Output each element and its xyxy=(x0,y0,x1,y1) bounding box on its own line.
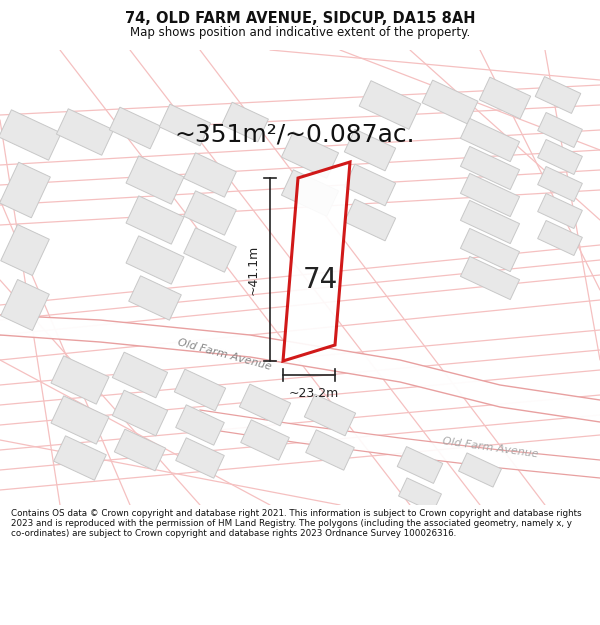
Polygon shape xyxy=(126,196,184,244)
Text: Old Farm Avenue: Old Farm Avenue xyxy=(177,338,273,372)
Polygon shape xyxy=(538,221,583,256)
Polygon shape xyxy=(538,166,583,201)
Polygon shape xyxy=(51,356,109,404)
Polygon shape xyxy=(1,224,49,276)
Polygon shape xyxy=(0,315,600,422)
Polygon shape xyxy=(184,228,236,272)
Polygon shape xyxy=(126,156,184,204)
Polygon shape xyxy=(175,369,226,411)
Polygon shape xyxy=(359,81,421,129)
Polygon shape xyxy=(460,118,520,162)
Polygon shape xyxy=(176,438,224,478)
Polygon shape xyxy=(460,201,520,244)
Text: ~23.2m: ~23.2m xyxy=(289,387,339,400)
Polygon shape xyxy=(56,109,113,155)
Polygon shape xyxy=(460,146,520,189)
Polygon shape xyxy=(51,396,109,444)
Polygon shape xyxy=(112,390,167,436)
Polygon shape xyxy=(535,77,581,113)
Text: Old Farm Avenue: Old Farm Avenue xyxy=(442,436,539,459)
Polygon shape xyxy=(305,430,355,470)
Polygon shape xyxy=(344,129,395,171)
Polygon shape xyxy=(115,429,166,471)
Polygon shape xyxy=(200,410,600,478)
Polygon shape xyxy=(184,191,236,235)
Text: 74: 74 xyxy=(302,266,338,294)
Text: ~351m²/~0.087ac.: ~351m²/~0.087ac. xyxy=(175,123,415,147)
Text: Contains OS data © Crown copyright and database right 2021. This information is : Contains OS data © Crown copyright and d… xyxy=(11,509,581,538)
Text: Map shows position and indicative extent of the property.: Map shows position and indicative extent… xyxy=(130,26,470,39)
Polygon shape xyxy=(283,162,350,361)
Polygon shape xyxy=(398,478,442,512)
Text: ~41.1m: ~41.1m xyxy=(247,244,260,294)
Polygon shape xyxy=(221,102,268,142)
Polygon shape xyxy=(538,112,583,148)
Polygon shape xyxy=(344,164,395,206)
Polygon shape xyxy=(109,107,161,149)
Polygon shape xyxy=(0,162,50,217)
Polygon shape xyxy=(397,447,443,483)
Polygon shape xyxy=(239,384,290,426)
Polygon shape xyxy=(479,77,530,119)
Polygon shape xyxy=(128,276,181,320)
Polygon shape xyxy=(281,132,338,178)
Polygon shape xyxy=(460,173,520,217)
Text: 74, OLD FARM AVENUE, SIDCUP, DA15 8AH: 74, OLD FARM AVENUE, SIDCUP, DA15 8AH xyxy=(125,11,475,26)
Polygon shape xyxy=(460,256,520,299)
Polygon shape xyxy=(184,152,236,198)
Polygon shape xyxy=(112,352,167,398)
Polygon shape xyxy=(176,405,224,445)
Polygon shape xyxy=(538,139,583,174)
Polygon shape xyxy=(160,104,211,146)
Polygon shape xyxy=(241,420,289,460)
Polygon shape xyxy=(53,436,106,480)
Polygon shape xyxy=(1,279,49,331)
Polygon shape xyxy=(458,453,502,487)
Polygon shape xyxy=(344,199,395,241)
Polygon shape xyxy=(0,110,61,160)
Polygon shape xyxy=(304,394,356,436)
Polygon shape xyxy=(460,228,520,272)
Polygon shape xyxy=(281,170,338,216)
Polygon shape xyxy=(538,194,583,229)
Polygon shape xyxy=(126,236,184,284)
Polygon shape xyxy=(422,80,478,124)
